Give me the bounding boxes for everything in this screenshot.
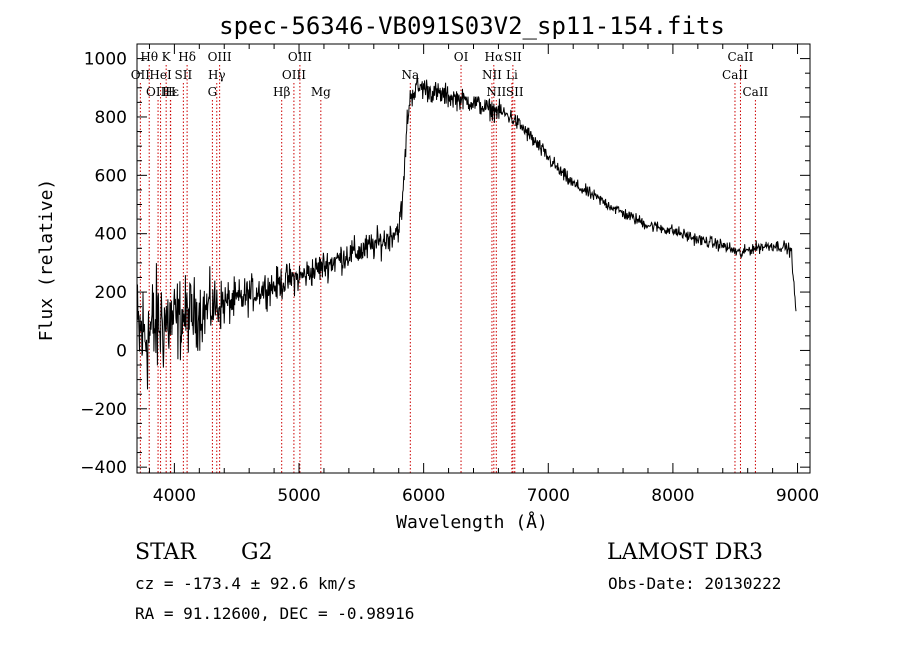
line-label: Mg — [311, 85, 331, 99]
line-label: SII — [506, 85, 524, 99]
line-label: NII — [482, 68, 502, 82]
y-tick-label: −400 — [80, 458, 127, 478]
x-tick-label: 7000 — [527, 486, 570, 506]
line-label: OIII — [208, 50, 232, 64]
survey-name: LAMOST DR3 — [607, 540, 763, 565]
line-label: SII — [175, 68, 193, 82]
line-label: CaII — [728, 50, 754, 64]
line-label: OIII — [282, 68, 306, 82]
line-label: SII — [504, 50, 522, 64]
redshift-value: cz = -173.4 ± 92.6 km/s — [135, 574, 357, 593]
y-tick-label: 0 — [116, 341, 127, 361]
spectral-line-markers — [139, 65, 756, 473]
y-tick-label: 600 — [95, 166, 127, 186]
y-tick-label: −200 — [80, 400, 127, 420]
sky-coordinates: RA = 91.12600, DEC = -0.98916 — [135, 604, 415, 623]
x-tick-label: 4000 — [153, 486, 196, 506]
object-subclass: G2 — [241, 540, 273, 565]
line-label: Li — [506, 68, 518, 82]
y-tick-label: 400 — [95, 225, 127, 245]
line-label: Na — [401, 68, 419, 82]
line-label: G — [208, 85, 218, 99]
object-class: STAR — [135, 540, 196, 565]
line-label: Hα — [485, 50, 504, 64]
line-label: Hδ — [178, 50, 196, 64]
flux-series-line — [136, 75, 797, 390]
chart-title: spec-56346-VB091S03V2_sp11-154.fits — [219, 12, 725, 40]
plot-frame — [136, 43, 811, 474]
y-tick-label: 1000 — [84, 50, 127, 70]
line-label: CaII — [722, 68, 748, 82]
x-axis-label: Wavelength (Å) — [396, 511, 548, 533]
line-label: H — [165, 85, 175, 99]
line-label: OI — [454, 50, 469, 64]
observation-date: Obs-Date: 20130222 — [608, 574, 782, 593]
line-label: OIII — [146, 85, 170, 99]
line-label: Hθ — [140, 50, 158, 64]
y-tick-label: 200 — [95, 283, 127, 303]
x-tick-label: 8000 — [651, 486, 694, 506]
line-label: OII — [131, 68, 151, 82]
line-label: Hβ — [273, 85, 290, 99]
line-label: Hγ — [208, 68, 226, 82]
line-label: Hε — [162, 85, 179, 99]
x-tick-label: 5000 — [277, 486, 320, 506]
axis-ticks: 4000 5000 6000 7000 8000 9000 −400 −200 0 200 400 6… — [80, 43, 819, 506]
y-tick-label: 800 — [95, 108, 127, 128]
y-axis-label: Flux (relative) — [36, 179, 57, 342]
line-label: HeI — [149, 68, 172, 82]
line-label: K — [162, 50, 172, 64]
line-label: OIII — [288, 50, 312, 64]
line-label: NII — [486, 85, 506, 99]
line-label: CaII — [742, 85, 768, 99]
x-tick-label: 6000 — [402, 486, 445, 506]
x-tick-label: 9000 — [776, 486, 819, 506]
